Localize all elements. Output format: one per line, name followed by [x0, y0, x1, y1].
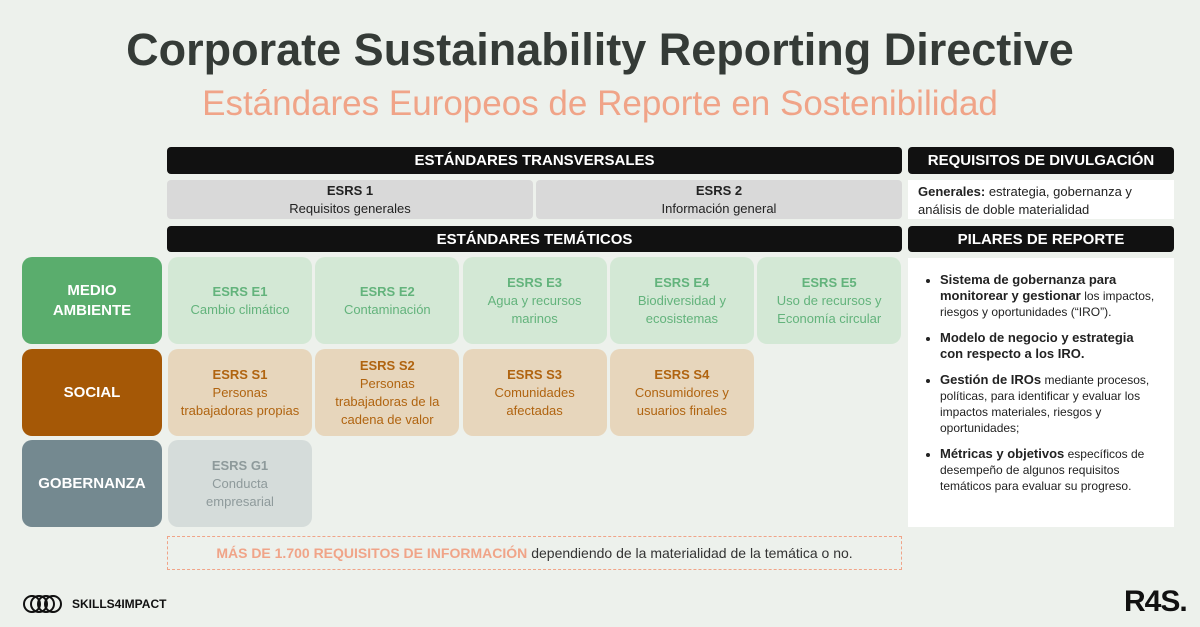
- pillar-text: mediante procesos, políticas, para ident…: [940, 373, 1150, 435]
- standard-cell: ESRS S1 Personas trabajadoras propias: [168, 349, 312, 436]
- pillar-bold: Sistema de gobernanza para monitorear y …: [940, 272, 1117, 303]
- standard-cell: ESRS S2 Personas trabajadoras de la caden…: [315, 349, 460, 436]
- disclosure-text: estrategia, gobernanza y análisis de dob…: [918, 184, 1132, 217]
- row-label: SOCIAL: [22, 349, 162, 436]
- code: ESRS S4: [654, 366, 710, 382]
- label: Consumidores y usuarios finales: [634, 384, 729, 418]
- label: Agua y recursos marinos: [487, 292, 582, 326]
- logo-left-text: SKILLS4IMPACT: [72, 597, 167, 611]
- label: Requisitos generales: [289, 200, 411, 216]
- logo-right: R4S.: [1124, 585, 1188, 618]
- note-highlight: MÁS DE 1.700 REQUISITOS DE INFORMACIÓN: [216, 545, 528, 561]
- disclosure-bold: Generales:: [918, 184, 986, 199]
- code: ESRS E2: [359, 283, 415, 299]
- pillar-text: específicos de desempeño de algunos requ…: [940, 447, 1145, 493]
- code: ESRS 1: [326, 182, 374, 198]
- note-text: dependiendo de la materialidad de la tem…: [531, 545, 853, 561]
- pillar-bold: Métricas y objetivos: [940, 446, 1065, 461]
- pillars-heading: PILARES DE REPORTE: [908, 226, 1174, 252]
- code: ESRS E5: [801, 274, 857, 290]
- pillar-bold: Modelo de negocio y estrategia con respe…: [940, 330, 1134, 361]
- code: ESRS E1: [212, 283, 268, 299]
- thematic-heading: ESTÁNDARES TEMÁTICOS: [167, 226, 902, 252]
- pillar-item: Gestión de IROs mediante procesos, polít…: [940, 372, 1160, 436]
- logo-left: SKILLS4IMPACT: [22, 594, 166, 614]
- code: ESRS E4: [654, 274, 710, 290]
- subtitle: Estándares Europeos de Reporte en Sosten…: [202, 84, 998, 123]
- label: Biodiversidad y ecosistemas: [637, 292, 726, 326]
- code: ESRS 2: [695, 182, 743, 198]
- pillars-list: Sistema de gobernanza para monitorear y …: [940, 272, 1160, 494]
- footer-note: MÁS DE 1.700 REQUISITOS DE INFORMACIÓN de…: [167, 536, 902, 570]
- label: Contaminación: [343, 301, 431, 317]
- standard-cell: ESRS E1 Cambio climático: [168, 257, 312, 344]
- pillar-bold: Gestión de IROs: [940, 372, 1042, 387]
- code: ESRS S2: [359, 357, 415, 373]
- label: Comunidades afectadas: [494, 384, 575, 418]
- code: ESRS E3: [507, 274, 563, 290]
- standard-cell: ESRS E2 Contaminación: [315, 257, 460, 344]
- code: ESRS S1: [212, 366, 268, 382]
- label: Cambio climático: [190, 301, 290, 317]
- row-label: GOBERNANZA: [22, 440, 162, 527]
- disclosure-box: Generales: estrategia, gobernanza y anál…: [908, 180, 1174, 219]
- label: Personas trabajadoras de la cadena de va…: [335, 375, 440, 427]
- row-label: MEDIO AMBIENTE: [22, 257, 162, 344]
- pillar-text: los impactos, riesgos y oportunidades (“…: [940, 289, 1155, 319]
- standard-cell: ESRS E3 Agua y recursos marinos: [462, 257, 607, 344]
- logo-icon: [23, 595, 62, 613]
- label: Información general: [661, 200, 777, 216]
- code: ESRS S3: [507, 366, 563, 382]
- pillar-item: Modelo de negocio y estrategia con respe…: [940, 330, 1160, 362]
- standard-cell: ESRS S4 Consumidores y usuarios finales: [609, 349, 754, 436]
- label: Conducta empresarial: [206, 475, 274, 509]
- standard-cell: ESRS G1 Conducta empresarial: [168, 440, 312, 527]
- label: Uso de recursos y Economía circular: [776, 292, 882, 326]
- label: Personas trabajadoras propias: [180, 384, 300, 418]
- standard-cell: ESRS E4 Biodiversidad y ecosistemas: [609, 257, 754, 344]
- transversal-box: ESRS 2 Información general: [536, 180, 902, 219]
- transversal-box: ESRS 1 Requisitos generales: [167, 180, 533, 219]
- pillar-item: Métricas y objetivos específicos de dese…: [940, 446, 1160, 494]
- standard-cell: ESRS E5 Uso de recursos y Economía circul…: [757, 257, 902, 344]
- transversal-heading: ESTÁNDARES TRANSVERSALES: [167, 147, 902, 174]
- code: ESRS G1: [211, 457, 269, 473]
- pillar-item: Sistema de gobernanza para monitorear y …: [940, 272, 1160, 320]
- title: Corporate Sustainability Reporting Direc…: [126, 24, 1074, 75]
- standard-cell: ESRS S3 Comunidades afectadas: [462, 349, 607, 436]
- pillars-box: Sistema de gobernanza para monitorear y …: [908, 258, 1174, 527]
- disclosure-heading: REQUISITOS DE DIVULGACIÓN: [908, 147, 1174, 174]
